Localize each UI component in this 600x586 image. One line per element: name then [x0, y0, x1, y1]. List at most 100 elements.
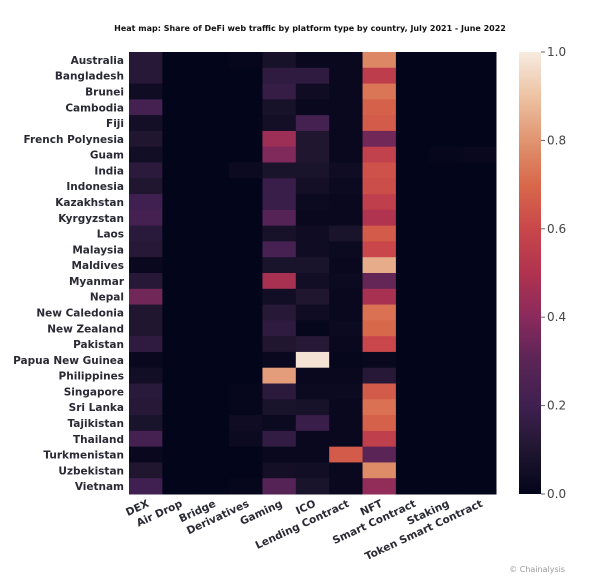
heatmap-cell: [362, 225, 397, 242]
heatmap-cell: [229, 399, 263, 416]
row-label: Singapore: [64, 386, 124, 398]
heatmap-cell: [429, 52, 464, 69]
heatmap-cell: [195, 336, 230, 353]
heatmap-cell: [262, 241, 297, 258]
heatmap-cell: [295, 83, 330, 100]
heatmap-cell: [462, 430, 497, 448]
heatmap-cell: [429, 130, 464, 148]
heatmap-cell: [229, 130, 263, 148]
heatmap-cell: [429, 430, 464, 448]
colorbar-tick-label: 0.4: [547, 310, 566, 324]
heatmap-cell: [162, 162, 197, 179]
heatmap-cell: [295, 383, 330, 400]
heatmap-cell: [262, 225, 297, 242]
heatmap-cell: [129, 115, 163, 132]
heatmap-cell: [429, 399, 464, 416]
heatmap-cell: [262, 320, 297, 337]
heatmap-cell: [395, 178, 430, 195]
heatmap-cell: [429, 273, 464, 290]
heatmap-cell: [395, 83, 430, 100]
heatmap-cell: [329, 52, 364, 69]
colorbar-ticks: 0.0 0.2 0.4 0.6 0.8 1.0: [541, 45, 566, 501]
heatmap-cell: [395, 304, 430, 321]
heatmap-cell: [262, 162, 297, 179]
row-label: Tajikistan: [67, 418, 124, 430]
heatmap-cell: [295, 304, 330, 321]
heatmap-cell: [162, 478, 197, 495]
heatmap-cell: [162, 304, 197, 321]
heatmap-cell: [329, 241, 364, 258]
heatmap-cell: [295, 415, 330, 432]
heatmap-cell: [429, 367, 464, 384]
heatmap-cell: [462, 367, 497, 384]
heatmap-cell: [129, 194, 163, 211]
heatmap-cell: [362, 367, 397, 384]
heatmap-cell: [329, 99, 364, 116]
heatmap-cell: [195, 399, 230, 416]
heatmap-cell: [129, 367, 163, 384]
heatmap-cell: [162, 225, 197, 242]
heatmap-cell: [195, 115, 230, 132]
heatmap-cell: [462, 225, 497, 242]
heatmap-cell: [329, 399, 364, 416]
heatmap-cell: [229, 351, 263, 369]
heatmap-cell: [295, 209, 330, 227]
row-label: New Zealand: [47, 323, 124, 335]
heatmap-cell: [429, 162, 464, 179]
heatmap-cell: [362, 288, 397, 306]
heatmap-cell: [262, 478, 297, 495]
heatmap-cell: [129, 162, 163, 179]
heatmap-cell: [129, 415, 163, 432]
heatmap-cell: [295, 478, 330, 495]
heatmap-cell: [295, 430, 330, 448]
heatmap-cell: [162, 367, 197, 384]
heatmap-cell: [129, 67, 163, 85]
heatmap-cell: [162, 241, 197, 258]
heatmap-cell: [462, 288, 497, 306]
heatmap-cell: [462, 162, 497, 179]
heatmap-cell: [262, 99, 297, 116]
heatmap-cell: [329, 257, 364, 274]
heatmap-cell: [362, 430, 397, 448]
heatmap-cell: [429, 383, 464, 400]
heatmap-cell: [162, 99, 197, 116]
heatmap-cell: [195, 273, 230, 290]
heatmap-cell: [229, 178, 263, 195]
heatmap-cell: [395, 430, 430, 448]
heatmap-cell: [462, 336, 497, 353]
heatmap-cell: [229, 67, 263, 85]
row-label: Fiji: [106, 118, 124, 130]
heatmap-cell: [329, 336, 364, 353]
heatmap-cell: [462, 83, 497, 100]
row-label: Nepal: [90, 292, 124, 304]
heatmap-cell: [429, 415, 464, 432]
heatmap-cell: [195, 130, 230, 148]
heatmap-cell: [195, 83, 230, 100]
heatmap-cell: [195, 288, 230, 306]
row-labels: Australia Bangladesh Brunei Cambodia Fiji Fre…: [13, 55, 125, 493]
heatmap-cell: [262, 257, 297, 274]
heatmap-cell: [462, 178, 497, 195]
heatmap-cell: [129, 446, 163, 463]
heatmap-cell: [395, 52, 430, 69]
heatmap-cell: [362, 273, 397, 290]
heatmap-cell: [329, 162, 364, 179]
row-label: Thailand: [73, 434, 124, 446]
heatmap-cell: [329, 320, 364, 337]
colorbar-tick-label: 0.2: [547, 399, 566, 413]
heatmap-cell: [429, 83, 464, 100]
row-label: India: [94, 165, 124, 177]
heatmap-cell: [195, 209, 230, 227]
heatmap-cell: [362, 115, 397, 132]
heatmap-cell: [162, 130, 197, 148]
heatmap-cell: [329, 83, 364, 100]
heatmap-cell: [462, 446, 497, 463]
heatmap-cell: [229, 336, 263, 353]
heatmap-cell: [429, 336, 464, 353]
heatmap-cell: [295, 320, 330, 337]
heatmap-cell: [295, 130, 330, 148]
heatmap-cell: [395, 209, 430, 227]
heatmap-cell: [395, 225, 430, 242]
heatmap-cell: [429, 115, 464, 132]
